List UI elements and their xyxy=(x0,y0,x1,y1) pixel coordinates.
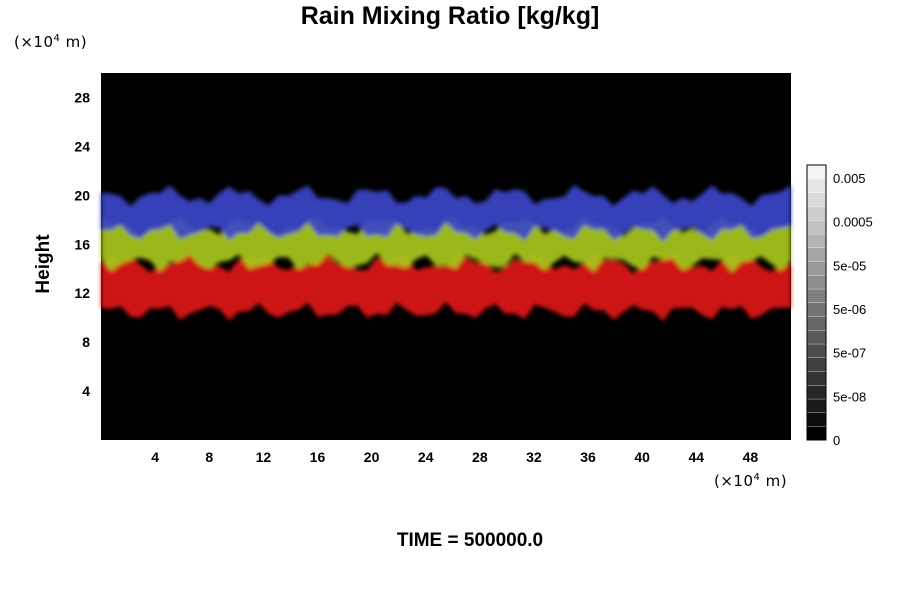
colorbar-swatch xyxy=(806,233,827,248)
colorbar-swatch xyxy=(806,247,827,262)
x-tick-label: 4 xyxy=(151,449,159,465)
x-tick-label: 48 xyxy=(743,449,759,465)
rain-band xyxy=(101,184,791,242)
colorbar-swatch xyxy=(806,316,827,331)
x-tick-label: 12 xyxy=(256,449,272,465)
x-tick-label: 40 xyxy=(634,449,650,465)
colorbar-swatch xyxy=(806,302,827,317)
x-axis-unit: (×104 m) xyxy=(714,472,788,490)
chart-title: Rain Mixing Ratio [kg/kg] xyxy=(300,2,600,30)
y-axis-unit: (×104 m) xyxy=(14,33,88,51)
colorbar-labels: 0.005 0.0005 5e-05 5e-06 5e-07 5e-08 0 xyxy=(833,171,873,448)
time-label: TIME = 500000.0 xyxy=(396,530,544,551)
y-tick-labels: 4 8 12 16 20 24 28 xyxy=(74,89,90,399)
y-tick-label: 12 xyxy=(74,285,90,301)
y-tick-label: 16 xyxy=(74,236,90,252)
colorbar-swatch xyxy=(806,178,827,193)
y-tick-label: 24 xyxy=(74,138,90,154)
colorbar-swatch xyxy=(806,343,827,358)
colorbar-swatch xyxy=(806,398,827,413)
colorbar-swatch xyxy=(806,329,827,345)
rain-band xyxy=(101,252,791,322)
colorbar-label: 5e-05 xyxy=(833,258,866,273)
colorbar-frame xyxy=(806,164,827,441)
colorbar-swatch xyxy=(806,412,827,427)
colorbar-swatch xyxy=(806,288,827,303)
colorbar-label: 0.005 xyxy=(833,171,866,186)
colorbar xyxy=(806,164,827,441)
colorbar-swatch xyxy=(806,164,827,180)
colorbar-label: 5e-08 xyxy=(833,389,866,404)
x-tick-label: 32 xyxy=(526,449,542,465)
x-tick-label: 28 xyxy=(472,449,488,465)
x-tick-label: 36 xyxy=(580,449,596,465)
y-tick-label: 8 xyxy=(82,334,90,350)
rain-band xyxy=(101,215,791,273)
y-tick-label: 28 xyxy=(74,89,90,105)
colorbar-swatch xyxy=(806,274,827,290)
colorbar-swatch xyxy=(806,426,827,441)
x-tick-label: 24 xyxy=(418,449,434,465)
x-tick-label: 44 xyxy=(689,449,705,465)
colorbar-label: 5e-06 xyxy=(833,302,866,317)
x-tick-labels: 4 8 12 16 20 24 28 32 36 40 44 48 xyxy=(151,449,758,465)
colorbar-swatch xyxy=(806,261,827,276)
colorbar-label: 5e-07 xyxy=(833,346,866,361)
x-tick-label: 20 xyxy=(364,449,380,465)
colorbar-swatch xyxy=(806,357,827,372)
colorbar-label: 0 xyxy=(833,433,840,448)
colorbar-swatch xyxy=(806,192,827,207)
y-tick-label: 20 xyxy=(74,187,90,203)
y-tick-label: 4 xyxy=(82,383,90,399)
colorbar-swatch xyxy=(806,384,827,400)
colorbar-label: 0.0005 xyxy=(833,215,873,230)
colorbar-swatch xyxy=(806,206,827,221)
x-tick-label: 16 xyxy=(310,449,326,465)
colorbar-swatch xyxy=(806,371,827,386)
rain-field xyxy=(101,184,791,322)
x-tick-label: 8 xyxy=(205,449,213,465)
colorbar-swatch xyxy=(806,219,827,235)
